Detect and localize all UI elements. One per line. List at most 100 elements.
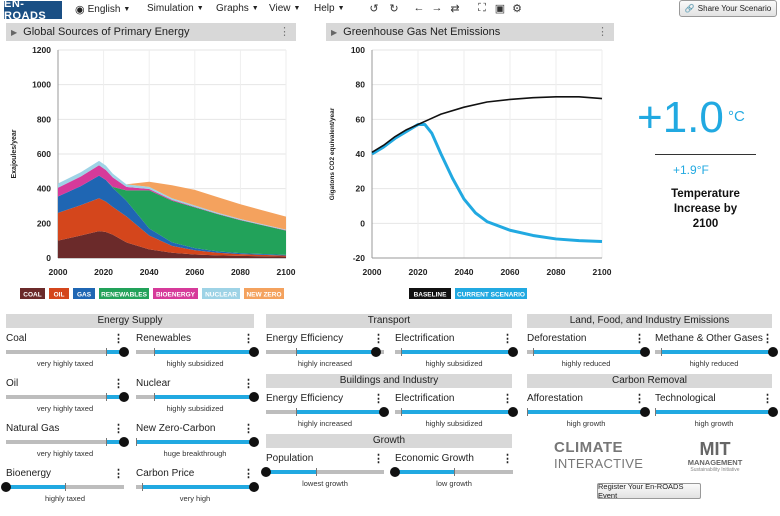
more-options-icon[interactable]: ⋮ (243, 468, 254, 480)
more-options-icon[interactable]: ⋮ (762, 393, 773, 405)
slider-handle[interactable] (508, 407, 518, 417)
slider-handle[interactable] (249, 437, 259, 447)
slider-description: highly taxed (44, 494, 86, 503)
y-tick-label: 0 (360, 218, 365, 228)
energy-panel-header[interactable]: ▶ Global Sources of Primary Energy ⋮ (6, 23, 296, 41)
bioenergy-slider[interactable]: Bioenergy ⋮ highly taxed (1, 468, 124, 514)
section-carbon-removal: Carbon Removal (527, 374, 772, 388)
slider-track[interactable] (266, 470, 384, 474)
slider-handle[interactable] (249, 392, 259, 402)
ghg-panel-header[interactable]: ▶ Greenhouse Gas Net Emissions ⋮ (326, 23, 614, 41)
slider-handle[interactable] (508, 347, 518, 357)
slider-handle[interactable] (640, 407, 650, 417)
slider-handle[interactable] (768, 407, 778, 417)
more-options-icon[interactable]: ⋮ (113, 468, 124, 480)
language-menu[interactable]: ◉ English ▼ (75, 3, 130, 16)
buildings-efficiency-slider[interactable]: Energy Efficiency ⋮ highly increased (266, 393, 389, 439)
share-scenario-button[interactable]: 🔗 Share Your Scenario (679, 0, 777, 17)
slider-track[interactable] (6, 440, 124, 444)
slider-handle[interactable] (390, 467, 400, 477)
transport-electrification-slider[interactable]: Electrification ⋮ highly subsidized (395, 333, 518, 379)
climate-logo-line2: INTERACTIVE (554, 456, 644, 471)
methane-slider[interactable]: Methane & Other Gases ⋮ highly reduced (655, 333, 778, 379)
more-options-icon[interactable]: ⋮ (762, 333, 773, 345)
help-menu[interactable]: Help ▼ (314, 3, 345, 14)
en-roads-logo[interactable]: EN-ROADS (4, 0, 62, 22)
buildings-electrification-slider[interactable]: Electrification ⋮ highly subsidized (395, 393, 518, 439)
nuclear-slider[interactable]: Nuclear ⋮ highly subsidized (136, 378, 259, 424)
more-options-icon[interactable]: ⋮ (243, 423, 254, 435)
economic-growth-slider[interactable]: Economic Growth ⋮ low growth (390, 453, 513, 499)
slider-default-tick (295, 348, 297, 356)
slider-handle[interactable] (249, 482, 259, 492)
more-options-icon[interactable]: ⋮ (502, 393, 513, 405)
undo-icon[interactable]: ← (413, 2, 425, 14)
renewables-slider[interactable]: Renewables ⋮ highly subsidized (136, 333, 259, 379)
technological-slider[interactable]: Technological ⋮ high growth (655, 393, 778, 439)
mit-sloan-logo[interactable]: MIT MANAGEMENT Sustainability Initiative (684, 440, 746, 476)
x-tick-label: 2060 (185, 267, 204, 277)
slider-handle[interactable] (119, 437, 129, 447)
more-options-icon[interactable]: ⋮ (597, 26, 608, 38)
slider-handle[interactable] (370, 347, 381, 357)
settings-icon[interactable]: ⚙ (512, 3, 522, 15)
reset-icon[interactable]: ↺ (369, 3, 379, 15)
new-zero-carbon-slider[interactable]: New Zero-Carbon ⋮ huge breakthrough (136, 423, 259, 469)
slider-label: Technological (655, 393, 716, 404)
more-options-icon[interactable]: ⋮ (113, 378, 124, 390)
oil-slider[interactable]: Oil ⋮ very highly taxed (6, 378, 129, 424)
transport-efficiency-slider[interactable]: Energy Efficiency ⋮ highly increased (266, 333, 384, 379)
more-options-icon[interactable]: ⋮ (113, 333, 124, 345)
more-options-icon[interactable]: ⋮ (279, 26, 290, 38)
slider-handle[interactable] (119, 392, 129, 402)
slider-handle[interactable] (640, 347, 650, 357)
more-options-icon[interactable]: ⋮ (373, 453, 384, 465)
view-menu[interactable]: View ▼ (269, 3, 300, 14)
more-options-icon[interactable]: ⋮ (243, 378, 254, 390)
more-options-icon[interactable]: ⋮ (502, 453, 513, 465)
slider-handle[interactable] (768, 347, 778, 357)
compare-icon[interactable]: ⇄ (450, 3, 460, 15)
carbon-price-slider[interactable]: Carbon Price ⋮ very high (136, 468, 259, 514)
expand-triangle-icon[interactable]: ▶ (331, 27, 338, 37)
fullscreen-icon[interactable]: ⛶ (478, 2, 486, 14)
slider-handle[interactable] (379, 407, 389, 417)
population-slider[interactable]: Population ⋮ lowest growth (261, 453, 384, 499)
more-options-icon[interactable]: ⋮ (373, 393, 384, 405)
more-options-icon[interactable]: ⋮ (243, 333, 254, 345)
x-tick-label: 2000 (49, 267, 68, 277)
simulation-menu[interactable]: Simulation ▼ (147, 3, 204, 14)
natural-gas-slider[interactable]: Natural Gas ⋮ very highly taxed (6, 423, 129, 469)
chevron-down-icon: ▼ (251, 5, 259, 12)
slider-default-tick (65, 483, 66, 491)
y-tick-label: 1200 (32, 45, 51, 55)
graphs-menu[interactable]: Graphs ▼ (216, 3, 259, 14)
slider-default-tick (400, 408, 402, 416)
energy-chart: 0 200 400 600 800 1000 1200 2000 2020 2040 2060 208… (11, 45, 296, 299)
slider-label: Electrification (395, 333, 455, 344)
coal-slider[interactable]: Coal ⋮ very highly taxed (6, 333, 129, 379)
slider-default-tick (106, 438, 108, 446)
fullscreen-exit-icon[interactable]: ▣ (494, 3, 506, 15)
climate-interactive-logo[interactable]: CLIMATE INTERACTIVE (554, 440, 644, 476)
more-options-icon[interactable]: ⋮ (634, 393, 645, 405)
redo-icon[interactable]: → (431, 2, 443, 14)
slider-description: highly reduced (689, 359, 739, 368)
slider-handle[interactable] (1, 482, 11, 492)
more-options-icon[interactable]: ⋮ (113, 423, 124, 435)
slider-track[interactable] (6, 350, 124, 354)
deforestation-slider[interactable]: Deforestation ⋮ highly reduced (527, 333, 650, 379)
slider-track[interactable] (6, 395, 124, 399)
more-options-icon[interactable]: ⋮ (373, 333, 384, 345)
slider-handle[interactable] (261, 467, 271, 477)
register-event-button[interactable]: Register Your En-ROADS Event (597, 482, 701, 500)
slider-description: highly increased (297, 359, 353, 368)
expand-triangle-icon[interactable]: ▶ (11, 27, 18, 37)
afforestation-slider[interactable]: Afforestation ⋮ high growth (527, 393, 650, 439)
refresh-icon[interactable]: ↻ (389, 3, 399, 15)
slider-default-tick (136, 438, 137, 446)
more-options-icon[interactable]: ⋮ (502, 333, 513, 345)
more-options-icon[interactable]: ⋮ (634, 333, 645, 345)
slider-handle[interactable] (249, 347, 259, 357)
slider-handle[interactable] (119, 347, 129, 357)
